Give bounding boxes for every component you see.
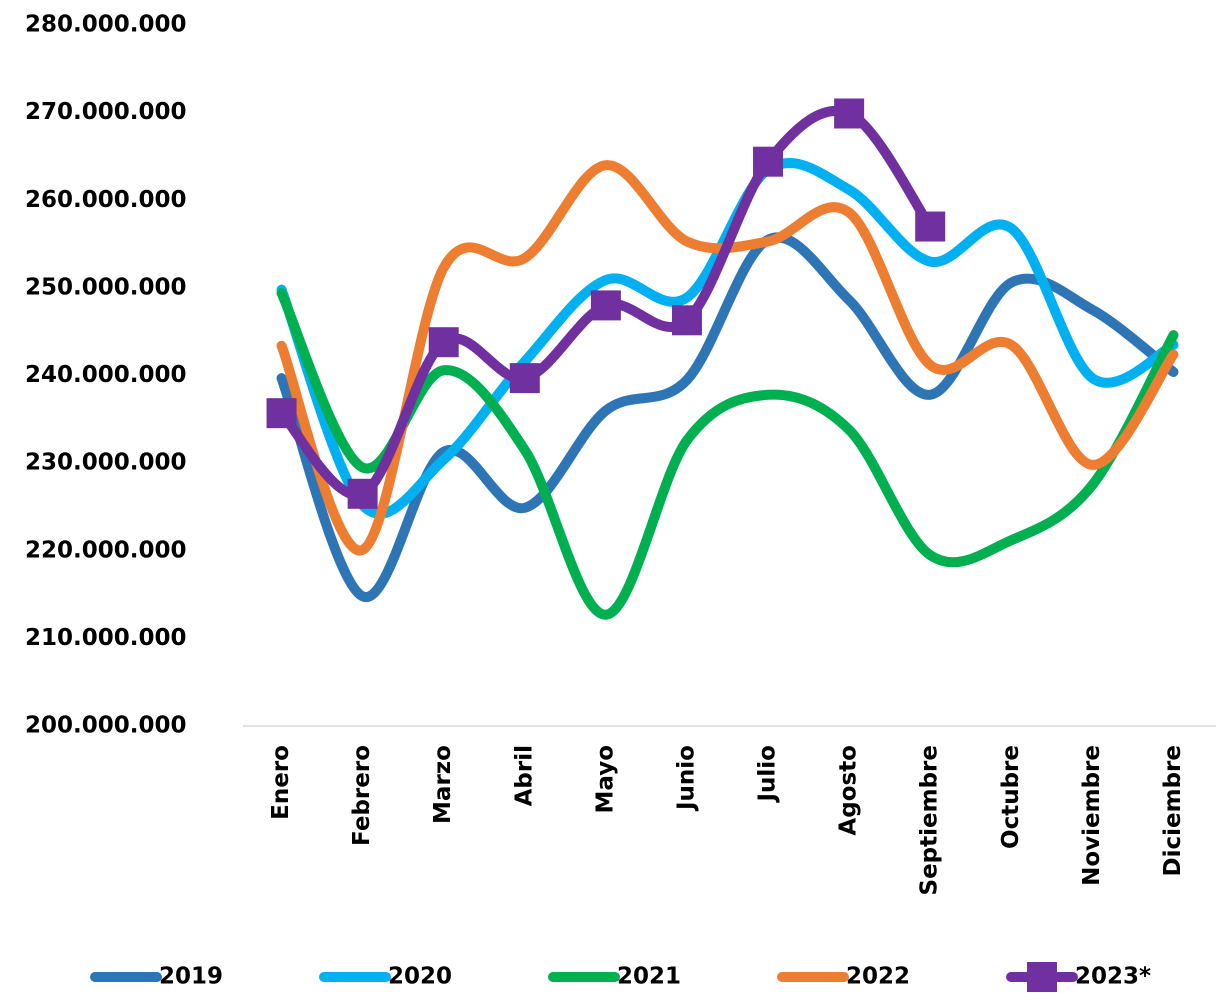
x-tick-label: Diciembre	[1160, 745, 1186, 876]
x-tick-label: Agosto	[836, 745, 862, 836]
x-tick-label: Julio	[755, 745, 781, 804]
x-tick-label: Noviembre	[1079, 745, 1105, 886]
legend-label: 2023*	[1075, 964, 1151, 990]
x-tick-label: Abril	[511, 745, 537, 806]
y-tick-label: 220.000.000	[25, 537, 187, 563]
legend-label: 2021	[617, 964, 681, 990]
x-tick-label: Octubre	[998, 745, 1024, 849]
legend-label: 2020	[388, 964, 452, 990]
y-tick-label: 250.000.000	[25, 274, 187, 300]
marker	[915, 211, 946, 242]
series-line	[276, 158, 1179, 519]
legend-label: 2022	[846, 964, 910, 990]
marker	[347, 478, 378, 509]
y-tick-label: 240.000.000	[25, 362, 187, 388]
legend-marker	[1027, 962, 1057, 992]
marker	[509, 363, 540, 394]
marker	[753, 146, 784, 177]
legend-label: 2019	[159, 964, 223, 990]
y-tick-label: 230.000.000	[25, 450, 187, 476]
marker	[428, 327, 459, 358]
y-tick-label: 210.000.000	[25, 625, 187, 651]
y-tick-label: 260.000.000	[25, 187, 187, 213]
x-tick-label: Febrero	[349, 745, 375, 846]
marker	[671, 305, 702, 336]
series-line	[276, 288, 1179, 620]
marker	[266, 398, 297, 429]
x-tick-label: Enero	[268, 745, 294, 820]
y-tick-label: 200.000.000	[25, 713, 187, 739]
x-tick-label: Marzo	[430, 745, 456, 824]
y-tick-label: 280.000.000	[25, 12, 187, 38]
x-tick-label: Septiembre	[917, 745, 943, 895]
x-tick-label: Junio	[673, 745, 699, 812]
marker	[590, 290, 621, 321]
x-tick-label: Mayo	[592, 745, 618, 814]
series-line	[276, 232, 1179, 602]
y-tick-label: 270.000.000	[25, 99, 187, 125]
marker	[834, 98, 865, 129]
